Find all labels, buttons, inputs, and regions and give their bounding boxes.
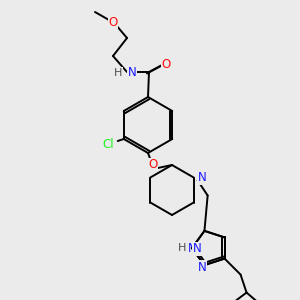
- Text: H: H: [178, 243, 186, 253]
- Text: N: N: [198, 261, 207, 274]
- Text: H: H: [178, 243, 186, 253]
- Text: H: H: [114, 68, 122, 78]
- Text: N: N: [198, 171, 206, 184]
- Text: Cl: Cl: [102, 137, 114, 151]
- Text: O: O: [161, 58, 171, 70]
- Text: N: N: [193, 242, 202, 256]
- Text: N: N: [128, 67, 137, 80]
- Text: O: O: [148, 158, 158, 172]
- Text: H: H: [114, 68, 122, 78]
- Text: N: N: [198, 261, 207, 274]
- Text: N: N: [188, 242, 196, 256]
- Text: O: O: [161, 58, 171, 70]
- Text: N: N: [128, 67, 137, 80]
- Text: Cl: Cl: [102, 137, 114, 151]
- Text: N: N: [198, 171, 206, 184]
- Text: O: O: [148, 158, 158, 172]
- Text: O: O: [108, 16, 118, 28]
- Text: O: O: [108, 16, 118, 28]
